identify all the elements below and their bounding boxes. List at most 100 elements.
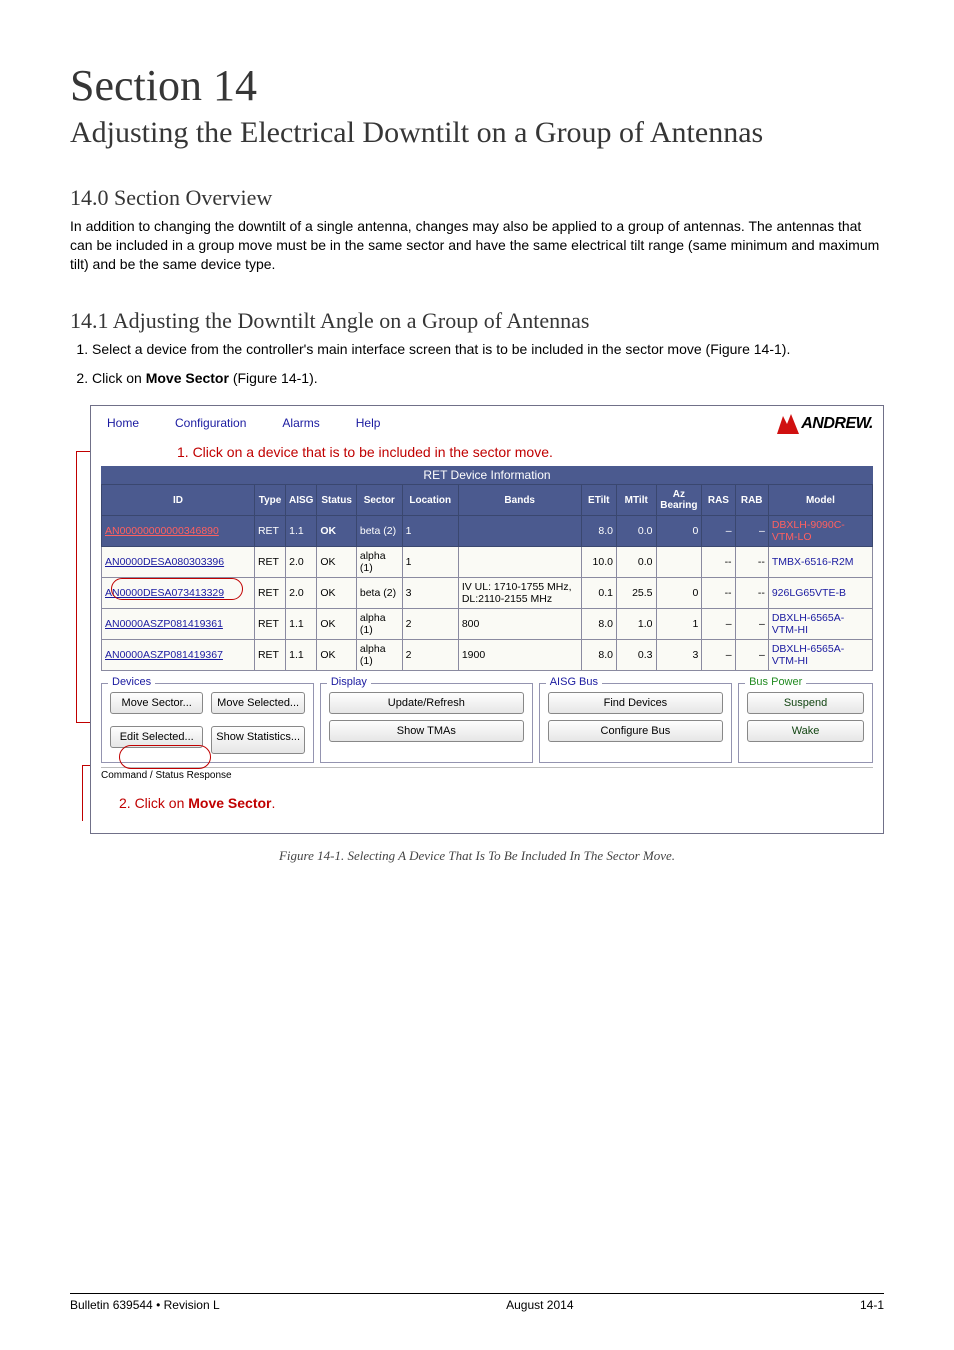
column-header[interactable]: Status: [317, 485, 357, 516]
devices-button-move-sector[interactable]: Move Sector...: [110, 692, 203, 714]
heading-overview: 14.0 Section Overview: [70, 185, 884, 211]
devices-button-show-statistics[interactable]: Show Statistics...: [211, 726, 304, 754]
app-window: Home Configuration Alarms Help ANDREW. 1. C…: [90, 405, 884, 834]
column-header[interactable]: Model: [768, 485, 872, 516]
menubar: Home Configuration Alarms Help: [91, 406, 883, 436]
cell: –: [702, 609, 735, 640]
cell: --: [735, 578, 768, 609]
aisg-button-configure-bus[interactable]: Configure Bus: [548, 720, 723, 742]
column-header[interactable]: RAS: [702, 485, 735, 516]
panel-label-power: Bus Power: [745, 676, 806, 688]
cell: RET: [254, 640, 285, 671]
cell: 3: [402, 578, 458, 609]
power-button-wake: Wake: [747, 720, 864, 742]
column-header[interactable]: AISG: [286, 485, 317, 516]
devices-button-move-selected[interactable]: Move Selected...: [211, 692, 304, 714]
circle-annotation-row: [111, 578, 243, 600]
cell: IV UL: 1710-1755 MHz, DL:2110-2155 MHz: [458, 578, 581, 609]
cell: TMBX-6516-R2M: [768, 547, 872, 578]
panel-aisg: AISG Bus Find DevicesConfigure Bus: [539, 683, 732, 763]
device-id-link[interactable]: AN0000DESA080303396: [102, 547, 255, 578]
device-id-link[interactable]: AN0000ASZP081419367: [102, 640, 255, 671]
step-item: Click on Move Sector (Figure 14-1).: [92, 369, 884, 388]
cell: [656, 547, 702, 578]
cell: –: [702, 640, 735, 671]
cell: alpha (1): [356, 640, 402, 671]
panel-display: Display Update/RefreshShow TMAs: [320, 683, 533, 763]
cell: --: [735, 547, 768, 578]
table-row[interactable]: AN0000DESA080303396RET2.0OKalpha (1)1 10.…: [102, 547, 873, 578]
menu-item-configuration[interactable]: Configuration: [175, 416, 246, 430]
cell: --: [702, 578, 735, 609]
cell: DBXLH-6565A-VTM-HI: [768, 609, 872, 640]
cell: OK: [317, 578, 357, 609]
cell: OK: [317, 640, 357, 671]
column-header[interactable]: ID: [102, 485, 255, 516]
cell: 2.0: [286, 578, 317, 609]
column-header[interactable]: Type: [254, 485, 285, 516]
cell: beta (2): [356, 578, 402, 609]
callout-1: 1. Click on a device that is to be inclu…: [177, 444, 883, 460]
cell: 0.0: [616, 516, 656, 547]
column-header[interactable]: ETilt: [581, 485, 616, 516]
cell: 8.0: [581, 640, 616, 671]
cell: –: [735, 609, 768, 640]
cell: 0.3: [616, 640, 656, 671]
footer-left: Bulletin 639544 • Revision L: [70, 1298, 220, 1312]
cell: OK: [317, 547, 357, 578]
cell: –: [735, 516, 768, 547]
cell: 2: [402, 640, 458, 671]
table-row[interactable]: AN00000000000346890RET1.1OKbeta (2)18.00…: [102, 516, 873, 547]
cell: 1: [656, 609, 702, 640]
figure-wrap: Home Configuration Alarms Help ANDREW. 1. C…: [70, 405, 884, 864]
panel-power: Bus Power SuspendWake: [738, 683, 873, 763]
display-button-update-refresh[interactable]: Update/Refresh: [329, 692, 524, 714]
cell: 25.5: [616, 578, 656, 609]
panel-label-display: Display: [327, 676, 371, 688]
cell: alpha (1): [356, 547, 402, 578]
cell: 0.1: [581, 578, 616, 609]
cell: [458, 516, 581, 547]
column-header[interactable]: Az Bearing: [656, 485, 702, 516]
device-id-link[interactable]: AN00000000000346890: [102, 516, 255, 547]
cell: 2.0: [286, 547, 317, 578]
cell: alpha (1): [356, 609, 402, 640]
cell: RET: [254, 609, 285, 640]
panel-label-aisg: AISG Bus: [546, 676, 602, 688]
cell: RET: [254, 516, 285, 547]
step-item: Select a device from the controller's ma…: [92, 340, 884, 359]
power-button-suspend[interactable]: Suspend: [747, 692, 864, 714]
section-subtitle: Adjusting the Electrical Downtilt on a G…: [70, 115, 884, 151]
cell: 1: [402, 516, 458, 547]
grid-title: RET Device Information: [101, 466, 873, 484]
cell: DBXLH-6565A-VTM-HI: [768, 640, 872, 671]
aisg-button-find-devices[interactable]: Find Devices: [548, 692, 723, 714]
cell: OK: [317, 609, 357, 640]
cell: 8.0: [581, 609, 616, 640]
heading-adjusting: 14.1 Adjusting the Downtilt Angle on a G…: [70, 308, 884, 334]
cell: 0.0: [616, 547, 656, 578]
table-row[interactable]: AN0000ASZP081419367RET1.1OKalpha (1)2190…: [102, 640, 873, 671]
menu-item-home[interactable]: Home: [107, 416, 139, 430]
column-header[interactable]: Sector: [356, 485, 402, 516]
callout-2: 2. Click on Move Sector.: [119, 795, 883, 811]
status-strip: Command / Status Response: [101, 767, 873, 781]
andrew-logo: ANDREW.: [775, 412, 873, 436]
table-row[interactable]: AN0000ASZP081419361RET1.1OKalpha (1)2800…: [102, 609, 873, 640]
menu-item-help[interactable]: Help: [356, 416, 381, 430]
cell: 1: [402, 547, 458, 578]
display-button-show-tmas[interactable]: Show TMAs: [329, 720, 524, 742]
cell: 1.0: [616, 609, 656, 640]
paragraph-overview: In addition to changing the downtilt of …: [70, 217, 884, 274]
cell: beta (2): [356, 516, 402, 547]
cell: 10.0: [581, 547, 616, 578]
panel-label-devices: Devices: [108, 676, 155, 688]
menu-item-alarms[interactable]: Alarms: [282, 416, 319, 430]
column-header[interactable]: Bands: [458, 485, 581, 516]
column-header[interactable]: RAB: [735, 485, 768, 516]
device-id-link[interactable]: AN0000ASZP081419361: [102, 609, 255, 640]
column-header[interactable]: MTilt: [616, 485, 656, 516]
cell: RET: [254, 547, 285, 578]
column-header[interactable]: Location: [402, 485, 458, 516]
figure-caption: Figure 14-1. Selecting A Device That Is …: [70, 848, 884, 864]
